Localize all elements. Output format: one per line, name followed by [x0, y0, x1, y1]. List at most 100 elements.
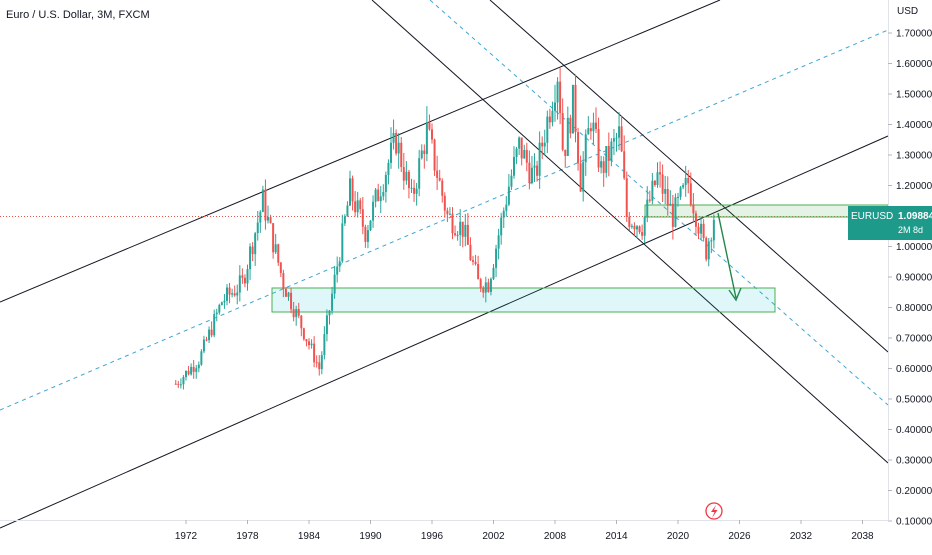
candle-up [587, 128, 590, 135]
candle-down [469, 244, 472, 261]
candle-up [464, 224, 467, 237]
candle-up [333, 274, 336, 294]
candle-down [436, 170, 439, 178]
candle-up [515, 148, 518, 158]
candle-up [267, 217, 269, 221]
candle-up [615, 137, 618, 139]
descending-median-line[interactable] [429, 0, 889, 406]
price-tick-label: 1.40000 [896, 120, 932, 131]
time-axis[interactable]: 1972 1978 1984 1990 1996 2002 2008 2014 2020 2026… [175, 520, 874, 542]
candle-up [185, 370, 187, 378]
descending-lower-line[interactable] [371, 0, 889, 464]
candle-up [382, 191, 385, 197]
price-tick-label: 1.70000 [896, 29, 932, 40]
candle-down [487, 282, 490, 292]
candle-up [677, 196, 679, 198]
price-tick-label: 1.00000 [896, 242, 932, 253]
candle-down [474, 261, 477, 264]
candle-up [415, 188, 418, 194]
candle-up [618, 126, 621, 138]
candle-down [648, 199, 651, 201]
candle-down [671, 203, 674, 227]
candle-up [254, 233, 257, 255]
candle-down [359, 200, 362, 210]
pitchfork-upper-line[interactable] [0, 0, 721, 303]
candle-down [354, 201, 357, 213]
candle-up [646, 199, 649, 217]
candle-down [400, 142, 403, 168]
candle-up [600, 161, 603, 168]
candle-down [525, 149, 528, 163]
price-tick-label: 0.10000 [896, 517, 932, 528]
descending-upper-line[interactable] [489, 0, 889, 353]
time-tick-label: 1990 [359, 531, 382, 542]
price-tick-label: 0.20000 [896, 486, 932, 497]
candle-down [479, 279, 482, 289]
candle-up [664, 189, 667, 194]
price-axis[interactable]: 1.70000 1.60000 1.50000 1.40000 1.30000 1.200… [888, 29, 932, 528]
candle-down [243, 277, 246, 284]
candle-up [425, 122, 428, 155]
candle-down [607, 145, 610, 161]
candle-up [328, 310, 331, 316]
candle-down [559, 81, 562, 114]
candle-down [443, 195, 446, 211]
price-tick-label: 0.70000 [896, 334, 932, 345]
time-tick-label: 2038 [851, 531, 874, 542]
price-tick-label: 0.50000 [896, 395, 932, 406]
time-tick-label: 2026 [728, 531, 751, 542]
candle-down [423, 150, 426, 155]
chart-title: Euro / U.S. Dollar, 3M, FXCM [6, 9, 150, 21]
candle-up [710, 240, 713, 242]
symbol-label: EURUSD [851, 211, 894, 222]
candle-up [538, 142, 541, 176]
candle-up [554, 102, 556, 111]
last-price-tag[interactable]: EURUSD 1.09884 2M 8d [848, 206, 932, 240]
candle-down [277, 244, 280, 263]
candle-down [446, 210, 449, 215]
candle-down [705, 237, 708, 260]
pitchfork-lower-line[interactable] [0, 135, 889, 529]
candle-down [661, 174, 664, 194]
candle-up [295, 309, 298, 318]
candle-up [226, 287, 228, 301]
candles-layer [174, 68, 715, 390]
candle-up [669, 203, 672, 206]
target-zone[interactable] [271, 287, 776, 313]
time-tick-label: 1996 [421, 531, 444, 542]
candle-down [297, 309, 300, 316]
candle-down [451, 213, 454, 234]
candle-down [441, 180, 444, 196]
pitchfork-median-line[interactable] [0, 29, 889, 411]
candle-up [372, 201, 375, 221]
candle-down [364, 226, 367, 242]
candle-up [484, 282, 487, 293]
price-tick-label: 1.60000 [896, 59, 932, 70]
candle-up [213, 314, 216, 336]
candle-up [533, 165, 536, 168]
candle-down [300, 315, 303, 329]
candle-up [418, 158, 421, 189]
projection-arrow[interactable] [717, 212, 737, 299]
candle-up [392, 132, 395, 143]
candle-up [331, 293, 334, 311]
candle-up [374, 189, 377, 202]
candle-down [466, 224, 469, 245]
candle-down [233, 293, 236, 296]
candle-down [438, 177, 441, 181]
candle-down [282, 273, 285, 289]
candle-up [215, 312, 218, 315]
candle-up [605, 145, 608, 173]
candle-up [610, 141, 613, 161]
candle-down [653, 180, 656, 185]
candle-up [630, 225, 633, 227]
candle-up [259, 211, 262, 223]
candle-up [179, 384, 182, 386]
price-tick-label: 1.50000 [896, 90, 932, 101]
candle-up [261, 189, 264, 212]
price-tick-label: 0.90000 [896, 273, 932, 284]
candle-down [210, 329, 213, 336]
lightning-icon[interactable] [705, 502, 723, 520]
